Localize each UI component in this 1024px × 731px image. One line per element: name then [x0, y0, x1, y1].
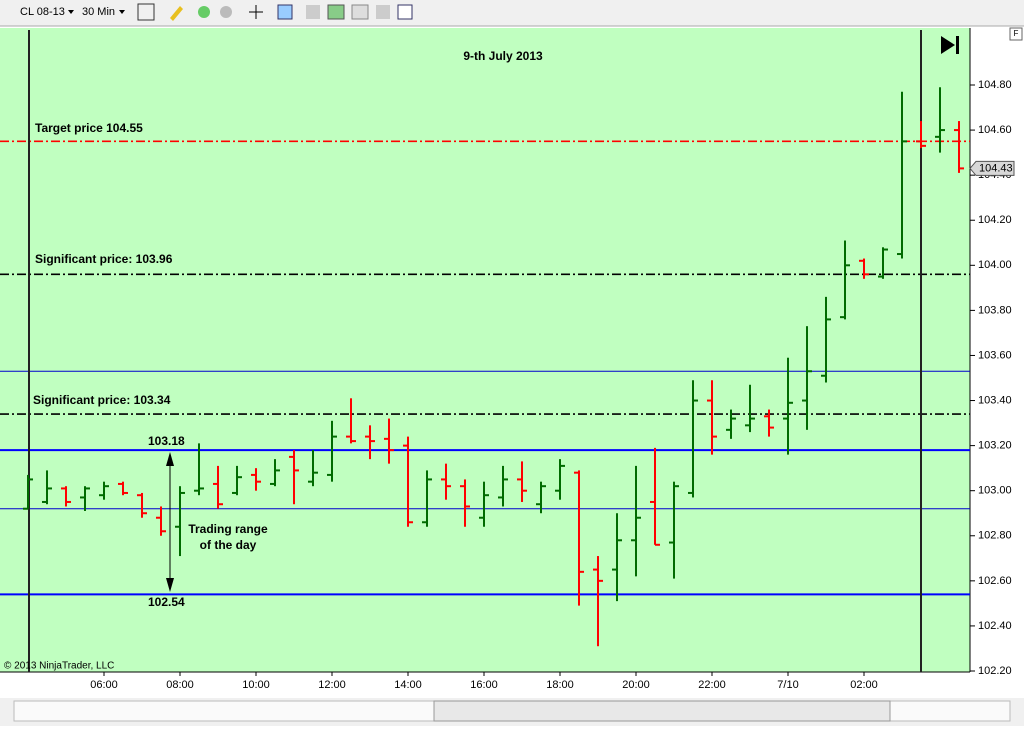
instrument-selector[interactable]: CL 08-13 [20, 6, 65, 18]
play-icon[interactable] [941, 36, 955, 54]
plot-area [0, 28, 970, 672]
y-tick-label: 102.40 [978, 620, 1012, 632]
y-tick-label: 103.20 [978, 440, 1012, 452]
properties[interactable] [306, 5, 320, 19]
bars-tool[interactable] [137, 3, 155, 21]
crosshair[interactable] [249, 5, 263, 19]
annotation: Trading range [188, 522, 268, 536]
horizontal-lines [0, 140, 970, 596]
y-tick-label: 103.60 [978, 349, 1012, 361]
x-tick-label: 06:00 [90, 679, 118, 691]
x-tick-label: 14:00 [394, 679, 422, 691]
y-tick-label: 102.60 [978, 575, 1012, 587]
zoom-out[interactable] [220, 6, 232, 18]
panel-button-label[interactable]: F [1014, 29, 1019, 38]
annotation: Target price 104.55 [35, 121, 143, 135]
chart-title: 9-th July 2013 [463, 49, 543, 63]
copyright: © 2013 NinjaTrader, LLC [4, 661, 114, 672]
y-tick-label: 104.80 [978, 79, 1012, 91]
interval-selector[interactable]: 30 Min [82, 6, 115, 18]
axes: 102.20 102.40 102.60 102.80 103.00 103.20 103.… [90, 79, 1015, 691]
x-tick-label: 02:00 [850, 679, 878, 691]
end-bar-icon[interactable] [956, 36, 959, 54]
annotation: Significant price: 103.34 [33, 393, 171, 407]
toolbar [0, 0, 1024, 26]
annotation: 102.54 [148, 595, 185, 609]
annotation: Significant price: 103.96 [35, 252, 173, 266]
y-tick-label: 102.20 [978, 665, 1012, 677]
last-price-tag [969, 160, 1015, 176]
x-tick-label: 08:00 [166, 679, 194, 691]
toolbar-icons [137, 3, 413, 21]
x-tick-label: 18:00 [546, 679, 574, 691]
y-tick-label: 104.00 [978, 259, 1012, 271]
strategies[interactable] [351, 4, 369, 20]
last-price-label: 104.43 [979, 162, 1013, 174]
panel-button[interactable] [1009, 27, 1023, 41]
annotation: of the day [200, 538, 257, 552]
y-tick-label: 103.40 [978, 394, 1012, 406]
bars [23, 87, 964, 647]
draw-tool[interactable] [170, 6, 183, 21]
y-tick-label: 103.80 [978, 304, 1012, 316]
y-tick-label: 103.00 [978, 485, 1012, 497]
scrollbar-thumb[interactable] [433, 700, 891, 722]
window-linking[interactable] [397, 4, 413, 20]
indicators[interactable] [327, 4, 345, 20]
zoom-in[interactable] [198, 6, 210, 18]
y-tick-label: 104.20 [978, 214, 1012, 226]
x-tick-label: 22:00 [698, 679, 726, 691]
range-arrow [166, 452, 174, 592]
templates[interactable] [376, 5, 390, 19]
y-tick-label: 102.80 [978, 530, 1012, 542]
dropdown-arrow[interactable] [68, 10, 74, 14]
annotation: 103.18 [148, 434, 185, 448]
x-tick-label: 7/10 [777, 679, 798, 691]
arrow-heads [166, 452, 174, 592]
dropdown-arrow[interactable] [119, 10, 125, 14]
x-tick-label: 12:00 [318, 679, 346, 691]
x-tick-label: 16:00 [470, 679, 498, 691]
x-tick-label: 10:00 [242, 679, 270, 691]
goto-end-button[interactable] [941, 36, 959, 54]
x-tick-label: 20:00 [622, 679, 650, 691]
y-tick-label: 104.60 [978, 124, 1012, 136]
data-box[interactable] [277, 4, 293, 20]
